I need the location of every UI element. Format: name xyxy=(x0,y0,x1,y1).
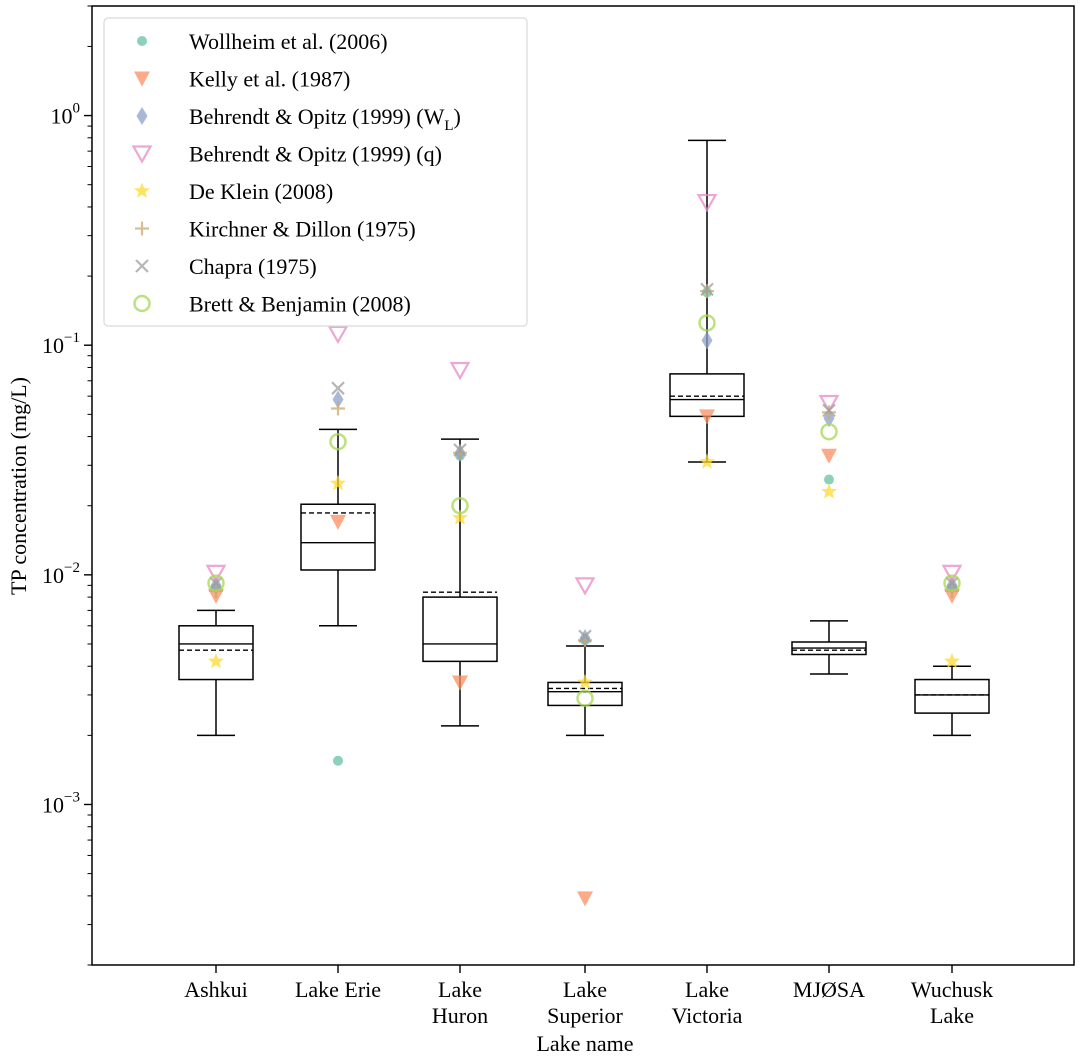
series-markers xyxy=(208,409,960,907)
legend-item: De Klein (2008) xyxy=(133,179,333,204)
box-group xyxy=(791,620,867,675)
plot-frame xyxy=(91,5,1075,966)
data-point xyxy=(945,576,959,590)
data-point xyxy=(207,574,225,592)
y-tick-label: 10−3 xyxy=(42,789,80,817)
data-point xyxy=(453,445,467,460)
data-point xyxy=(822,405,836,420)
legend-label: Kirchner & Dillon (1975) xyxy=(189,217,416,242)
box xyxy=(300,503,376,571)
data-point xyxy=(943,652,961,669)
data-point xyxy=(822,403,836,418)
legend-label: Wollheim et al. (2006) xyxy=(189,29,388,54)
data-point xyxy=(205,564,227,584)
y-tick-label: 10−1 xyxy=(42,330,80,358)
data-point xyxy=(330,514,346,530)
data-point xyxy=(943,574,961,592)
series-markers xyxy=(210,331,958,648)
data-point xyxy=(698,314,716,332)
box-plots xyxy=(178,139,990,737)
data-point xyxy=(820,422,838,441)
legend-marker xyxy=(137,36,147,46)
legend-label: Chapra (1975) xyxy=(189,254,317,279)
x-tick-label: MJØSA xyxy=(793,977,865,1002)
x-tick-label: Lake Huron xyxy=(432,977,488,1028)
y-tick-label: 100 xyxy=(51,101,81,129)
box xyxy=(914,678,990,714)
box-group xyxy=(178,609,254,737)
x-tick-label: Lake Erie xyxy=(295,977,381,1002)
legend-marker xyxy=(135,221,149,236)
data-point xyxy=(700,282,714,297)
legend-label: De Klein (2008) xyxy=(189,179,333,204)
legend-marker xyxy=(136,107,148,125)
data-point xyxy=(701,331,713,350)
legend-item: Kelly et al. (1987) xyxy=(134,67,350,92)
box-group xyxy=(300,428,376,627)
data-point xyxy=(329,474,347,491)
legend-marker xyxy=(134,71,150,87)
legend-label: Behrendt & Opitz (1999) (q) xyxy=(189,142,442,167)
data-point xyxy=(576,673,594,690)
legend-item: Wollheim et al. (2006) xyxy=(137,29,388,54)
data-point xyxy=(207,652,225,669)
x-axis-ticks: Ashkui Lake Erie Lake Huron Lake Superior Lake… xyxy=(184,965,993,1028)
data-point xyxy=(818,394,840,414)
legend-marker xyxy=(135,259,149,273)
data-point xyxy=(699,409,715,425)
data-point xyxy=(700,284,714,299)
data-point xyxy=(332,390,344,409)
data-point xyxy=(451,496,469,515)
box xyxy=(178,625,254,681)
data-point xyxy=(451,509,469,525)
y-axis-label: TP concentration (mg/L) xyxy=(6,377,31,595)
y-tick-label: 10−2 xyxy=(42,560,80,588)
legend-item: Chapra (1975) xyxy=(135,254,317,279)
x-tick-label: Lake Superior xyxy=(547,977,623,1028)
legend: Wollheim et al. (2006) Kelly et al. (1987… xyxy=(103,17,528,327)
data-point xyxy=(452,675,468,691)
legend-label: Brett & Benjamin (2008) xyxy=(189,292,411,317)
data-point xyxy=(449,361,471,381)
legend-item: Behrendt & Opitz (1999) (q) xyxy=(131,142,442,167)
data-point xyxy=(331,401,345,416)
legend-marker xyxy=(133,294,151,313)
x-axis-label: Lake name xyxy=(536,1031,633,1056)
legend-item: Brett & Benjamin (2008) xyxy=(133,292,411,317)
data-point xyxy=(329,432,347,451)
data-point xyxy=(576,689,594,708)
legend-label: Kelly et al. (1987) xyxy=(189,67,350,92)
data-point xyxy=(578,629,592,644)
data-point xyxy=(824,474,834,485)
legend-marker xyxy=(131,145,153,164)
data-point xyxy=(821,448,837,464)
data-point xyxy=(820,483,838,499)
legend-frame xyxy=(103,17,528,327)
x-tick-label: Wuchusk Lake xyxy=(911,977,993,1028)
data-point xyxy=(696,193,718,213)
data-point xyxy=(327,325,349,345)
series-markers xyxy=(209,282,959,644)
data-point xyxy=(453,443,467,457)
series-markers xyxy=(207,453,961,690)
box xyxy=(422,596,498,663)
box-group xyxy=(914,665,990,737)
series-markers xyxy=(211,287,957,766)
x-tick-label: Ashkui xyxy=(184,977,248,1002)
data-point xyxy=(577,891,593,907)
data-point xyxy=(331,381,345,395)
data-point xyxy=(209,576,223,590)
x-tick-label: Lake Victoria xyxy=(672,977,743,1028)
legend-item: Kirchner & Dillon (1975) xyxy=(135,217,416,242)
legend-marker xyxy=(133,182,151,198)
series-markers xyxy=(207,314,961,708)
data-point xyxy=(333,755,343,766)
data-point xyxy=(941,564,963,584)
data-point xyxy=(574,577,596,596)
data-markers xyxy=(205,193,963,907)
series-markers xyxy=(205,193,963,596)
data-point xyxy=(698,453,716,469)
y-axis-ticks: 10−3 10−2 10−1 100 xyxy=(42,5,92,966)
